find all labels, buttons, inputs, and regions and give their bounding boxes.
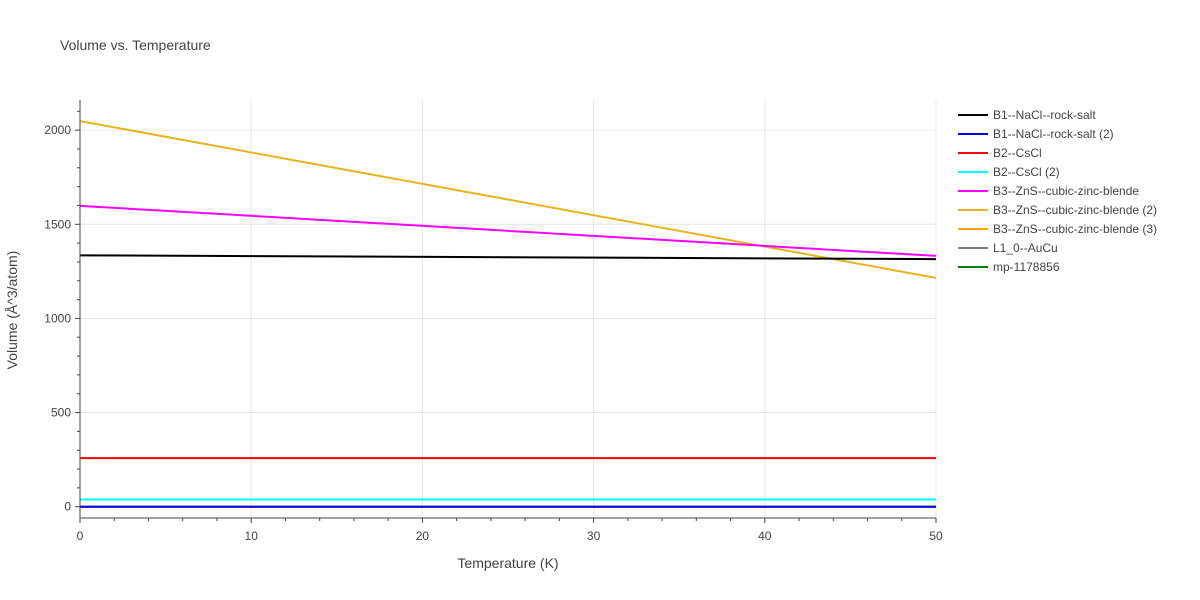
- legend-label: B3--ZnS--cubic-zinc-blende: [993, 184, 1139, 198]
- legend-label: B2--CsCl: [993, 146, 1042, 160]
- x-axis-label: Temperature (K): [457, 555, 558, 571]
- legend-label: B1--NaCl--rock-salt: [993, 108, 1096, 122]
- y-tick-label: 500: [51, 406, 71, 420]
- x-tick-label: 0: [77, 529, 84, 543]
- x-tick-label: 20: [416, 529, 430, 543]
- series-line: [79, 254, 937, 261]
- series-line: [79, 120, 937, 279]
- axes: [79, 100, 936, 519]
- x-tick-label: 10: [245, 529, 259, 543]
- legend-label: B2--CsCl (2): [993, 165, 1060, 179]
- legend-label: B3--ZnS--cubic-zinc-blende (2): [993, 203, 1157, 217]
- x-tick-label: 30: [587, 529, 601, 543]
- y-axis-label: Volume (Å^3/atom): [4, 251, 20, 370]
- series-line: [79, 204, 937, 257]
- legend-label: B1--NaCl--rock-salt (2): [993, 127, 1114, 141]
- x-tick-label: 40: [758, 529, 772, 543]
- series-layer: [79, 120, 937, 508]
- chart-title: Volume vs. Temperature: [60, 37, 211, 53]
- legend: B1--NaCl--rock-salt B1--NaCl--rock-salt (…: [958, 108, 1157, 274]
- y-tick-label: 1500: [44, 217, 71, 231]
- y-tick-label: 1000: [44, 311, 71, 325]
- legend-label: mp-1178856: [993, 260, 1060, 274]
- legend-label: L1_0--AuCu: [993, 241, 1058, 255]
- x-tick-label: 50: [929, 529, 943, 543]
- y-tick-label: 2000: [44, 123, 71, 137]
- legend-label: B3--ZnS--cubic-zinc-blende (3): [993, 222, 1157, 236]
- y-tick-label: 0: [64, 500, 71, 514]
